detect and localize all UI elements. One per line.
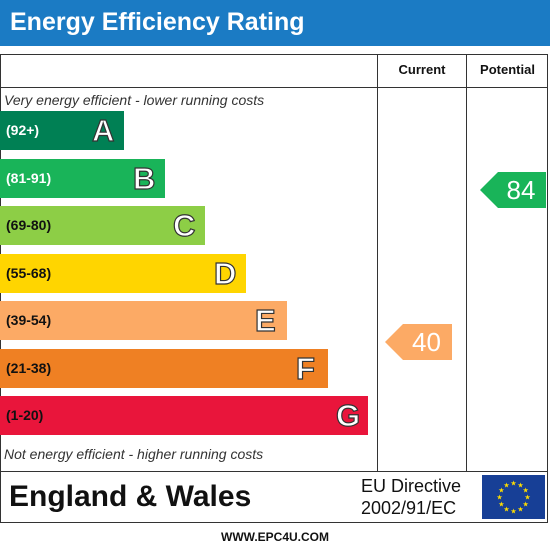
page-title: Energy Efficiency Rating <box>10 8 305 36</box>
rating-band-e: (39-54) E <box>0 301 287 340</box>
band-letter: B <box>132 160 156 196</box>
band-range: (55-68) <box>6 265 52 281</box>
current-rating-arrow: 40 <box>385 324 452 360</box>
band-range: (39-54) <box>6 312 52 328</box>
divider-potential <box>466 54 467 472</box>
potential-rating-value: 84 <box>506 175 536 205</box>
band-range: (69-80) <box>6 217 52 233</box>
band-letter: A <box>91 112 115 148</box>
eu-star-icon: ★ <box>522 487 528 495</box>
eu-star-icon: ★ <box>510 480 516 488</box>
divider-current <box>377 54 378 472</box>
potential-rating-arrow: 84 <box>480 172 546 208</box>
band-letter: F <box>295 350 315 386</box>
eu-star-icon: ★ <box>498 501 504 509</box>
caption-top: Very energy efficient - lower running co… <box>4 92 265 108</box>
current-rating-value: 40 <box>412 327 441 357</box>
eu-star-icon: ★ <box>522 501 528 509</box>
band-range: (1-20) <box>6 407 44 423</box>
band-range: (92+) <box>6 122 40 138</box>
band-letter: D <box>213 255 237 291</box>
rating-band-b: (81-91) B <box>0 159 165 198</box>
region-label: England & Wales <box>9 480 252 513</box>
band-range: (81-91) <box>6 170 52 186</box>
band-range: (21-38) <box>6 360 52 376</box>
rating-band-f: (21-38) F <box>0 349 328 388</box>
band-letter: E <box>254 302 276 338</box>
eu-star-icon: ★ <box>498 487 504 495</box>
footer-divider <box>0 471 548 472</box>
header-bar: Energy Efficiency Rating <box>0 0 550 46</box>
caption-bottom: Not energy efficient - higher running co… <box>4 446 264 462</box>
column-header-current: Current <box>398 62 446 77</box>
eu-star-icon: ★ <box>524 494 530 502</box>
website-url: WWW.EPC4U.COM <box>221 530 329 544</box>
eu-star-icon: ★ <box>517 481 523 489</box>
header-divider <box>0 87 548 88</box>
rating-band-a: (92+) A <box>0 111 124 150</box>
rating-band-c: (69-80) C <box>0 206 205 245</box>
eu-flag-icon: ★ ★ ★ ★ ★ ★ ★ ★ ★ ★ ★ ★ <box>482 475 545 519</box>
eu-star-icon: ★ <box>496 494 502 502</box>
eu-star-icon: ★ <box>517 506 523 514</box>
band-letter: C <box>172 207 196 243</box>
eu-directive-number: 2002/91/EC <box>361 498 457 518</box>
eu-stars: ★ ★★★★★★★★★★★ <box>496 480 530 516</box>
eu-star-icon: ★ <box>503 481 509 489</box>
eu-star-icon: ★ <box>510 508 516 516</box>
eu-directive-label: EU Directive <box>361 476 462 496</box>
column-header-potential: Potential <box>480 62 535 77</box>
band-letter: G <box>335 397 361 433</box>
eu-star-icon: ★ <box>503 506 509 514</box>
rating-band-d: (55-68) D <box>0 254 246 293</box>
rating-band-g: (1-20) G <box>0 396 368 435</box>
